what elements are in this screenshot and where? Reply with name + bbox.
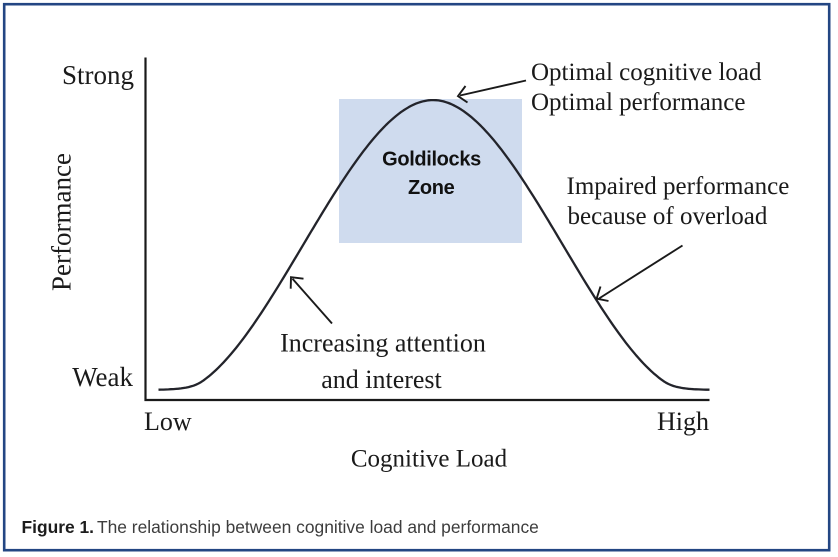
svg-text:Strong: Strong	[62, 60, 134, 90]
svg-text:Goldilocks: Goldilocks	[382, 148, 481, 170]
svg-text:Optimal cognitive load: Optimal cognitive load	[531, 59, 762, 86]
svg-text:High: High	[657, 407, 709, 436]
svg-text:and interest: and interest	[321, 365, 442, 394]
svg-text:Increasing attention: Increasing attention	[280, 329, 486, 358]
svg-text:Zone: Zone	[408, 177, 455, 199]
svg-text:Optimal performance: Optimal performance	[531, 89, 746, 116]
svg-text:Performance: Performance	[47, 153, 77, 291]
svg-text:Cognitive Load: Cognitive Load	[351, 446, 508, 473]
svg-text:Figure 1.: Figure 1.	[22, 517, 94, 537]
svg-text:The relationship between cogni: The relationship between cognitive load …	[97, 517, 539, 537]
svg-text:Impaired performance: Impaired performance	[567, 173, 790, 200]
svg-text:because of overload: because of overload	[568, 203, 768, 230]
svg-text:Weak: Weak	[72, 362, 133, 392]
svg-text:Low: Low	[144, 407, 192, 436]
